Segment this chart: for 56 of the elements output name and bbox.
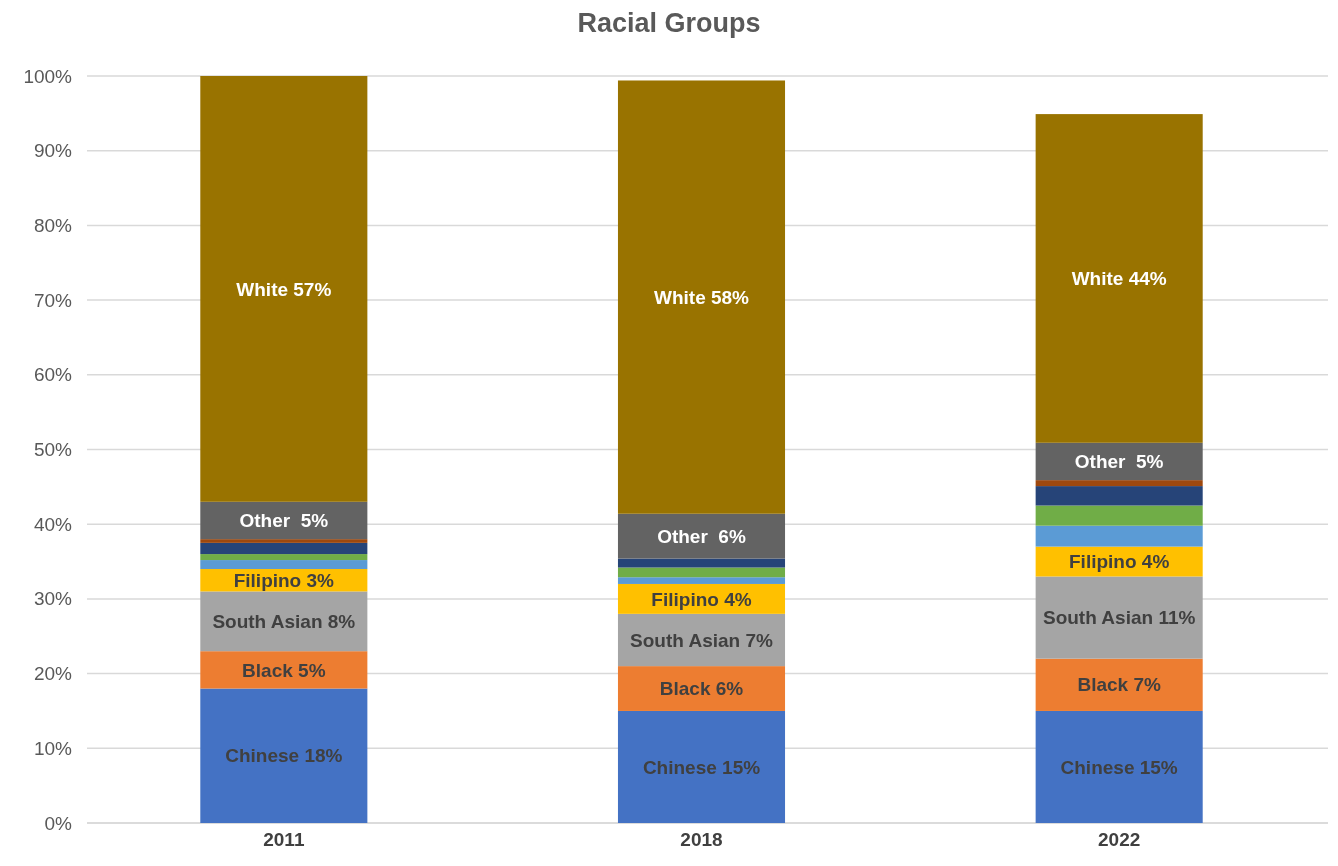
- data-label: Black 5%: [242, 659, 326, 681]
- data-label: Chinese 15%: [1060, 756, 1178, 778]
- bar: [1035, 505, 1203, 526]
- y-tick-label: 60%: [33, 364, 73, 386]
- data-label: South Asian 7%: [630, 629, 774, 651]
- data-label: Chinese 15%: [642, 756, 761, 778]
- bar: [617, 710, 786, 823]
- y-tick-label: 30%: [33, 588, 73, 610]
- y-tick-label: 50%: [33, 439, 73, 461]
- bar: [200, 591, 368, 652]
- data-label: Other 6%: [657, 525, 746, 547]
- bar: [200, 539, 368, 543]
- bar: [1035, 658, 1203, 711]
- y-tick-label: 0%: [44, 812, 73, 834]
- bar: [617, 558, 786, 568]
- chart-title: Racial Groups: [577, 8, 761, 38]
- x-tick-label: 2018: [680, 829, 723, 851]
- data-label: Other 5%: [1074, 451, 1164, 473]
- bar: [617, 513, 786, 559]
- bar: [617, 80, 786, 514]
- bar: [1035, 710, 1203, 823]
- bar: [617, 567, 786, 578]
- bar: [200, 651, 368, 689]
- y-tick-label: 90%: [33, 140, 73, 162]
- y-tick-label: 40%: [33, 513, 73, 535]
- data-label: South Asian 8%: [212, 610, 356, 632]
- bar: [617, 666, 786, 711]
- bar: [1035, 525, 1203, 547]
- bar: [1035, 114, 1203, 443]
- bar: [617, 577, 786, 584]
- data-label: Filipino 4%: [651, 588, 752, 610]
- data-label: Chinese 18%: [225, 745, 343, 767]
- bar: [1035, 576, 1203, 659]
- y-tick-label: 10%: [33, 737, 73, 759]
- y-tick-label: 100%: [23, 65, 73, 87]
- bar: [1035, 480, 1203, 487]
- bar: [200, 688, 368, 823]
- data-label: South Asian 11%: [1042, 607, 1196, 629]
- y-tick-label: 80%: [33, 214, 73, 236]
- x-tick-label: 2022: [1098, 829, 1141, 851]
- data-label: Filipino 3%: [233, 569, 335, 591]
- data-label: Black 7%: [1077, 674, 1161, 696]
- data-label: White 57%: [236, 278, 332, 300]
- y-tick-label: 70%: [33, 289, 73, 311]
- data-label: Filipino 4%: [1069, 551, 1170, 573]
- bar: [200, 542, 368, 555]
- bar: [200, 560, 368, 570]
- x-tick-label: 2011: [263, 829, 305, 851]
- bar: [1035, 486, 1203, 506]
- data-label: Black 6%: [659, 678, 744, 700]
- bar: [200, 76, 368, 502]
- y-tick-label: 20%: [33, 663, 73, 685]
- data-label: White 44%: [1071, 268, 1167, 290]
- data-label: Other 5%: [239, 510, 329, 532]
- data-label: White 58%: [653, 286, 750, 308]
- bar: [200, 554, 368, 561]
